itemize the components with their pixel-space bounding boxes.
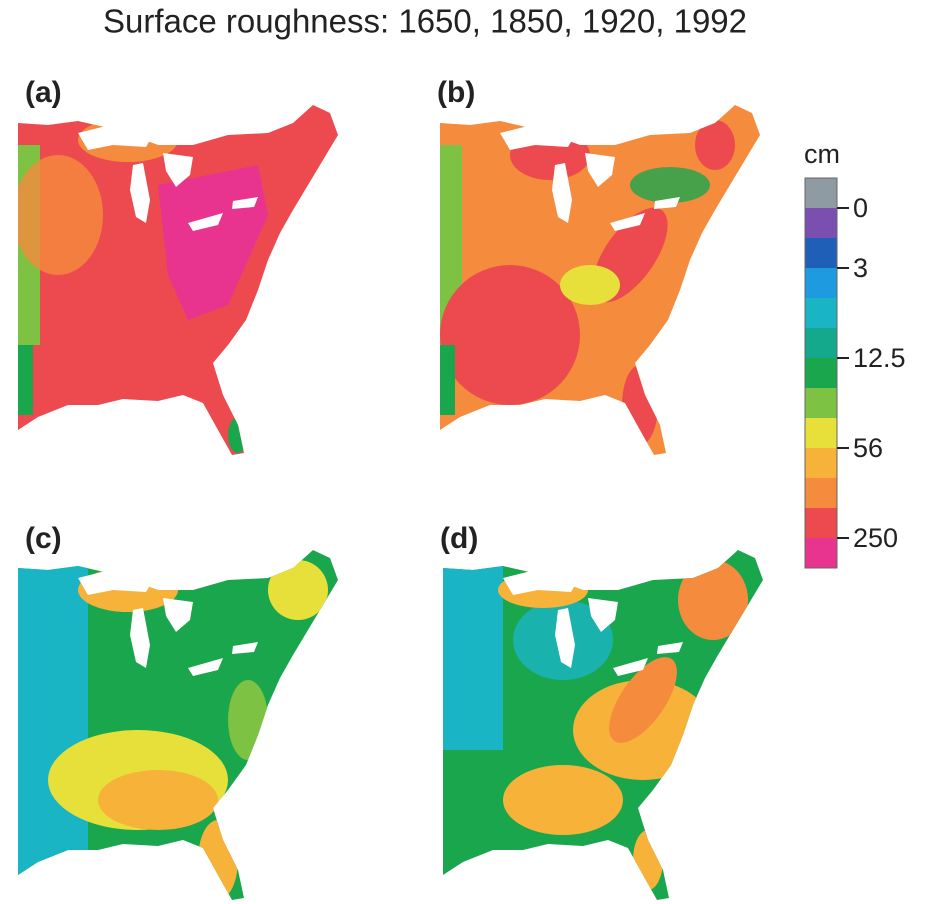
legend-tick-label: 12.5 xyxy=(853,343,906,373)
legend-tick-label: 3 xyxy=(853,253,868,283)
legend-tick-label: 0 xyxy=(853,193,868,223)
legend-swatch xyxy=(805,418,837,448)
legend-tick-label: 250 xyxy=(853,523,898,553)
panel-label: (b) xyxy=(437,76,475,109)
legend: cm 0 3 12.5 56 250 xyxy=(804,139,906,569)
panel-label: (d) xyxy=(440,522,478,555)
map-d xyxy=(443,550,763,900)
legend-swatch xyxy=(805,448,837,478)
legend-swatch xyxy=(805,358,837,388)
panel-label: (a) xyxy=(25,76,62,109)
legend-swatch xyxy=(805,268,837,298)
figure-title: Surface roughness: 1650, 1850, 1920, 199… xyxy=(103,3,747,40)
map-b xyxy=(440,105,760,455)
legend-unit: cm xyxy=(804,139,840,169)
legend-swatch xyxy=(805,208,837,238)
legend-swatch xyxy=(805,328,837,358)
legend-swatch xyxy=(805,508,837,538)
map-c xyxy=(18,550,338,900)
legend-swatch xyxy=(805,238,837,268)
legend-tick-label: 56 xyxy=(853,433,883,463)
map-a xyxy=(18,105,338,455)
panel-label: (c) xyxy=(25,522,62,555)
legend-swatch xyxy=(805,178,837,208)
legend-swatch xyxy=(805,388,837,418)
legend-swatch xyxy=(805,298,837,328)
legend-frame xyxy=(804,177,838,569)
legend-swatch xyxy=(805,538,837,568)
legend-swatch xyxy=(805,478,837,508)
